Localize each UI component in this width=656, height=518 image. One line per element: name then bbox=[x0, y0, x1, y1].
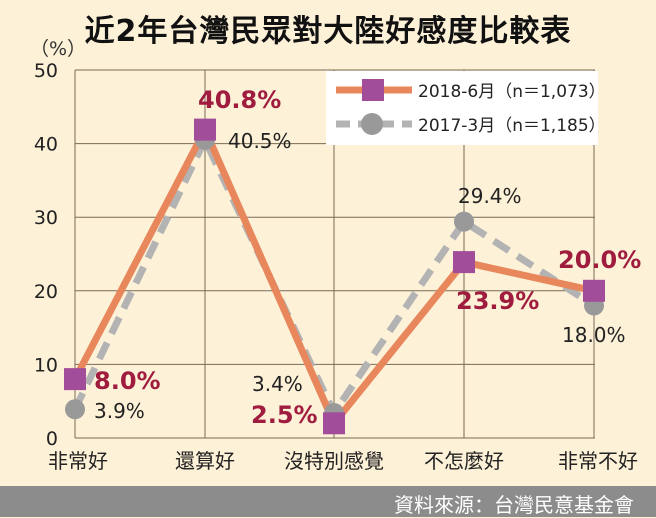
data-label-2018: 8.0% bbox=[94, 367, 161, 395]
point-2018 bbox=[323, 412, 345, 435]
x-tick-label: 沒特別感覺 bbox=[284, 449, 384, 473]
chart: 0 10 20 30 40 50 非常好 還算好 沒特別感覺 不怎麼好 非常不好 8.0% 40.8… bbox=[34, 60, 641, 473]
data-label-2017: 18.0% bbox=[562, 323, 626, 347]
point-2018 bbox=[64, 368, 86, 391]
point-2018 bbox=[194, 118, 216, 141]
x-tick-label: 不怎麼好 bbox=[424, 449, 504, 473]
data-label-2018: 2.5% bbox=[251, 401, 318, 429]
data-label-2018: 20.0% bbox=[558, 246, 641, 274]
legend-marker-2017 bbox=[361, 113, 383, 135]
data-label-2017: 40.5% bbox=[228, 129, 292, 153]
x-axis-ticks: 非常好 還算好 沒特別感覺 不怎麼好 非常不好 bbox=[48, 449, 638, 473]
data-label-2017: 3.4% bbox=[252, 372, 303, 396]
y-axis-unit: （%） bbox=[30, 38, 87, 60]
data-label-2017: 29.4% bbox=[458, 184, 522, 208]
source-note: 資料來源：台灣民意基金會 bbox=[394, 493, 634, 517]
legend-label-2017: 2017-3月（n＝1,185） bbox=[418, 116, 606, 136]
legend-label-2018: 2018-6月（n＝1,073） bbox=[418, 82, 606, 102]
y-tick-label: 20 bbox=[34, 281, 58, 303]
y-tick-label: 40 bbox=[34, 134, 58, 156]
y-tick-label: 30 bbox=[34, 207, 58, 229]
chart-title: 近2年台灣民眾對大陸好感度比較表 bbox=[84, 14, 572, 49]
data-label-2018: 23.9% bbox=[456, 287, 539, 315]
x-tick-label: 非常好 bbox=[48, 449, 108, 473]
footer-bar: 資料來源：台灣民意基金會 bbox=[0, 486, 656, 517]
y-tick-label: 10 bbox=[34, 354, 58, 376]
data-label-2018: 40.8% bbox=[198, 86, 281, 114]
point-2018 bbox=[453, 251, 475, 274]
y-axis-ticks: 0 10 20 30 40 50 bbox=[34, 60, 58, 450]
point-2018 bbox=[583, 279, 605, 302]
legend-marker-2018 bbox=[362, 79, 384, 101]
y-tick-label: 0 bbox=[46, 428, 58, 450]
x-tick-label: 還算好 bbox=[175, 449, 235, 473]
x-tick-label: 非常不好 bbox=[558, 449, 638, 473]
series-group bbox=[64, 118, 605, 435]
y-tick-label: 50 bbox=[34, 60, 58, 82]
point-2017 bbox=[65, 399, 85, 420]
data-labels: 8.0% 40.8% 2.5% 23.9% 20.0% 3.9% 40.5% 3.4% 29.4… bbox=[94, 86, 641, 429]
point-2017 bbox=[454, 211, 474, 232]
legend: 2018-6月（n＝1,073） 2017-3月（n＝1,185） bbox=[326, 71, 606, 145]
data-label-2017: 3.9% bbox=[94, 399, 145, 423]
